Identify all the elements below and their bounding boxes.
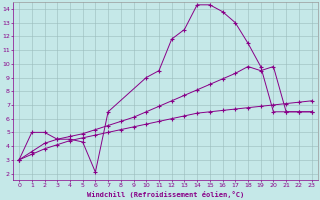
X-axis label: Windchill (Refroidissement éolien,°C): Windchill (Refroidissement éolien,°C) [87,191,244,198]
